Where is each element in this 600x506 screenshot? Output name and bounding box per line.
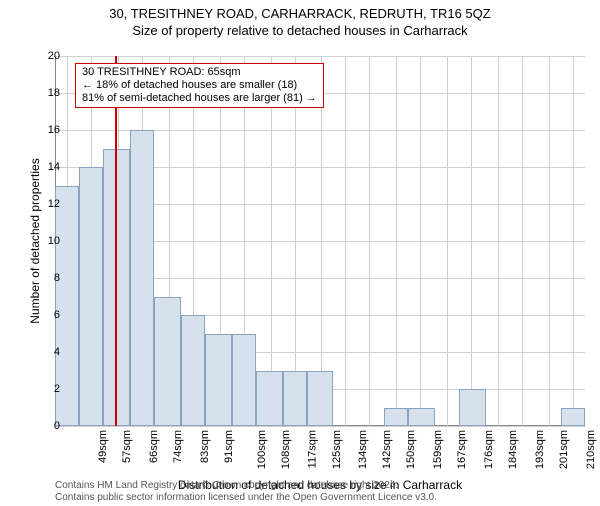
- y-tick-label: 20: [20, 50, 60, 62]
- marker-line: [115, 56, 117, 426]
- histogram-bar: [408, 408, 435, 427]
- y-tick-label: 16: [20, 124, 60, 136]
- gridline-v: [471, 56, 472, 426]
- x-tick-label: 134sqm: [358, 430, 370, 469]
- histogram-bar: [181, 315, 205, 426]
- y-tick-label: 10: [20, 235, 60, 247]
- gridline-v: [447, 56, 448, 426]
- y-tick-label: 6: [20, 309, 60, 321]
- footer-attribution: Contains HM Land Registry data © Crown c…: [55, 480, 437, 504]
- annotation-line: ← 18% of detached houses are smaller (18…: [82, 79, 317, 92]
- y-tick-label: 0: [20, 420, 60, 432]
- histogram-bar: [79, 167, 103, 426]
- x-tick-label: 117sqm: [306, 430, 318, 468]
- histogram-bar: [283, 371, 307, 427]
- x-tick-label: 66sqm: [148, 430, 160, 463]
- gridline-v: [549, 56, 550, 426]
- histogram-bar: [205, 334, 232, 427]
- plot-area: [55, 56, 585, 426]
- page-title: 30, TRESITHNEY ROAD, CARHARRACK, REDRUTH…: [0, 6, 600, 21]
- page-subtitle: Size of property relative to detached ho…: [0, 23, 600, 38]
- x-tick-label: 91sqm: [223, 430, 235, 463]
- histogram-bar: [232, 334, 256, 427]
- y-tick-label: 8: [20, 272, 60, 284]
- annotation-line: 81% of semi-detached houses are larger (…: [82, 92, 317, 105]
- x-tick-label: 167sqm: [456, 430, 468, 469]
- gridline-v: [498, 56, 499, 426]
- histogram-bar: [256, 371, 283, 427]
- x-tick-label: 57sqm: [121, 430, 133, 463]
- gridline-v: [522, 56, 523, 426]
- gridline-v: [345, 56, 346, 426]
- x-tick-label: 74sqm: [172, 430, 184, 463]
- histogram-bar: [561, 408, 585, 427]
- y-tick-label: 4: [20, 346, 60, 358]
- footer-line: Contains public sector information licen…: [55, 492, 437, 504]
- gridline-h: [55, 56, 585, 57]
- x-tick-label: 108sqm: [280, 430, 292, 469]
- histogram-bar: [459, 389, 486, 426]
- x-tick-label: 184sqm: [507, 430, 519, 469]
- x-tick-label: 201sqm: [558, 430, 570, 469]
- y-tick-label: 18: [20, 87, 60, 99]
- y-tick-label: 12: [20, 198, 60, 210]
- x-tick-label: 193sqm: [534, 430, 546, 469]
- gridline-v: [396, 56, 397, 426]
- footer-line: Contains HM Land Registry data © Crown c…: [55, 480, 437, 492]
- annotation-box: 30 TRESITHNEY ROAD: 65sqm ← 18% of detac…: [75, 63, 324, 108]
- x-tick-label: 125sqm: [331, 430, 343, 469]
- x-tick-label: 159sqm: [432, 430, 444, 469]
- gridline-v: [420, 56, 421, 426]
- histogram-bar: [307, 371, 334, 427]
- histogram-chart: 30 TRESITHNEY ROAD: 65sqm ← 18% of detac…: [55, 56, 585, 426]
- gridline-h: [55, 426, 585, 427]
- x-tick-label: 83sqm: [199, 430, 211, 463]
- y-tick-label: 14: [20, 161, 60, 173]
- x-tick-label: 210sqm: [585, 430, 597, 469]
- histogram-bar: [384, 408, 408, 427]
- histogram-bar: [130, 130, 154, 426]
- gridline-v: [369, 56, 370, 426]
- x-tick-label: 49sqm: [97, 430, 109, 463]
- x-tick-label: 100sqm: [256, 430, 268, 469]
- x-tick-label: 176sqm: [483, 430, 495, 469]
- x-tick-label: 150sqm: [406, 430, 418, 469]
- histogram-bar: [154, 297, 181, 427]
- x-tick-label: 142sqm: [382, 430, 394, 469]
- y-tick-label: 2: [20, 383, 60, 395]
- gridline-v: [573, 56, 574, 426]
- annotation-line: 30 TRESITHNEY ROAD: 65sqm: [82, 66, 317, 79]
